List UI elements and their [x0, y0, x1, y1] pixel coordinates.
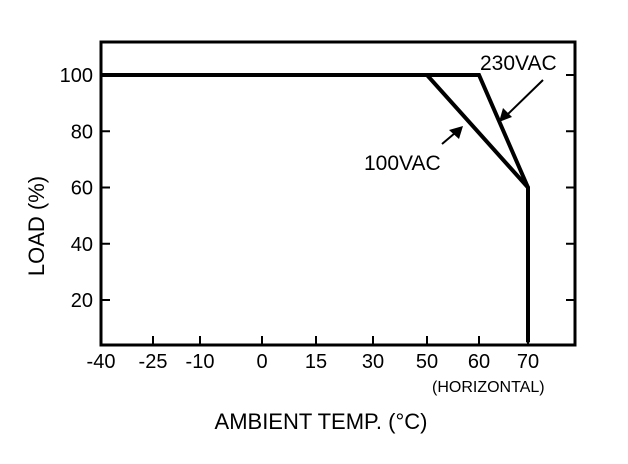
x-tick-label: 0	[256, 351, 267, 373]
y-tick-label: 80	[71, 121, 93, 143]
y-axis-title: LOAD (%)	[24, 176, 49, 276]
y-tick-label: 20	[71, 290, 93, 312]
x-tick-label: -10	[186, 351, 215, 373]
x-tick-label: -25	[139, 351, 168, 373]
annotation-100vac: 100VAC	[364, 152, 441, 175]
y-tick-label: 100	[60, 65, 93, 87]
plot-frame	[99, 40, 577, 347]
arrow-100vac	[441, 126, 463, 145]
x-tick-label: 70	[517, 351, 539, 373]
y-tick-label: 60	[71, 178, 93, 200]
x-axis-note: (HORIZONTAL)	[432, 379, 545, 396]
x-tick-label: 50	[416, 351, 438, 373]
arrow-230vac	[499, 79, 544, 122]
y-tick-label: 40	[71, 234, 93, 256]
series-line-100vac	[101, 73, 530, 343]
annotation-230vac: 230VAC	[480, 52, 557, 75]
x-tick-label: 15	[305, 351, 327, 373]
x-tick-label: 60	[468, 351, 490, 373]
x-tick-label: -40	[87, 351, 116, 373]
x-axis-title: AMBIENT TEMP. (°C)	[215, 409, 428, 434]
x-tick-label: 30	[362, 351, 384, 373]
